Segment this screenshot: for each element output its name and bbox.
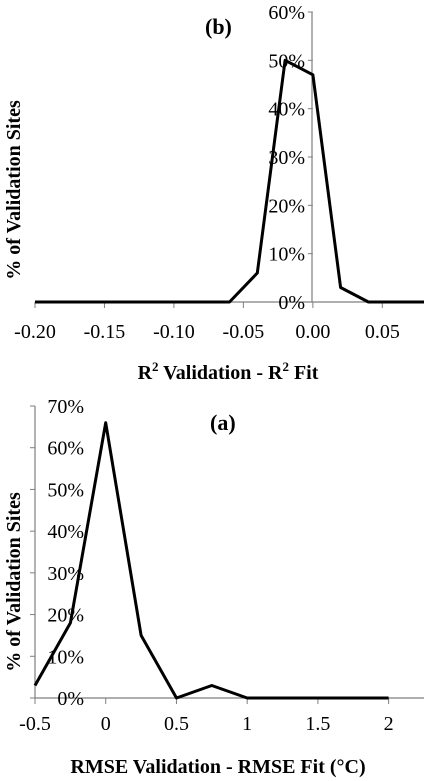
y-tick-label: 30%	[47, 563, 84, 585]
y-tick-label: 50%	[47, 479, 84, 501]
panel-a-y-axis-title: % of Validation Sites	[3, 492, 25, 672]
y-tick-label: 60%	[268, 2, 305, 24]
y-tick-label: 40%	[47, 521, 84, 543]
y-tick-label: 10%	[268, 244, 305, 266]
x-tick-label: 2	[384, 713, 394, 735]
x-tick-label: -0.10	[153, 321, 195, 343]
x-tick-label: 1	[242, 713, 252, 735]
panel-b-r2-chart: -0.20 -0.15 -0.10 -0.05 0.00 0.05 0% 10% 20% 30%…	[3, 2, 424, 384]
x-tick-label: 1.5	[305, 713, 330, 735]
panel-b-y-axis-title: % of Validation Sites	[3, 100, 25, 280]
y-tick-label: 20%	[268, 195, 305, 217]
x-tick-label: 0.5	[164, 713, 189, 735]
y-tick-label: 40%	[268, 99, 305, 121]
x-tick-label: 0	[101, 713, 111, 735]
panel-a-rmse-chart: -0.5 0 0.5 1 1.5 2 0% 10% 20% 30% 40% 50% 60% 70% (a…	[3, 396, 424, 778]
panel-a-label: (a)	[210, 410, 236, 435]
panel-a-x-axis-title: RMSE Validation - RMSE Fit (°C)	[70, 756, 365, 778]
x-tick-label: -0.15	[84, 321, 126, 343]
y-tick-label: 0%	[57, 688, 84, 710]
panel-a-series-line	[33, 421, 389, 700]
x-tick-label: -0.05	[223, 321, 265, 343]
x-tick-label: -0.5	[19, 713, 51, 735]
x-tick-label: -0.20	[14, 321, 56, 343]
y-tick-label: 0%	[278, 292, 305, 314]
y-tick-label: 10%	[47, 646, 84, 668]
panel-b-label: (b)	[205, 14, 232, 39]
panel-b-series-line	[35, 58, 424, 304]
x-tick-label: 0.00	[295, 321, 330, 343]
x-tick-label: 0.05	[365, 321, 400, 343]
y-tick-label: 60%	[47, 438, 84, 460]
y-tick-label: 70%	[47, 396, 84, 418]
panel-b-x-axis-title: R2 Validation - R2 Fit	[138, 359, 319, 384]
y-tick-label: 20%	[47, 605, 84, 627]
y-tick-label: 30%	[268, 147, 305, 169]
